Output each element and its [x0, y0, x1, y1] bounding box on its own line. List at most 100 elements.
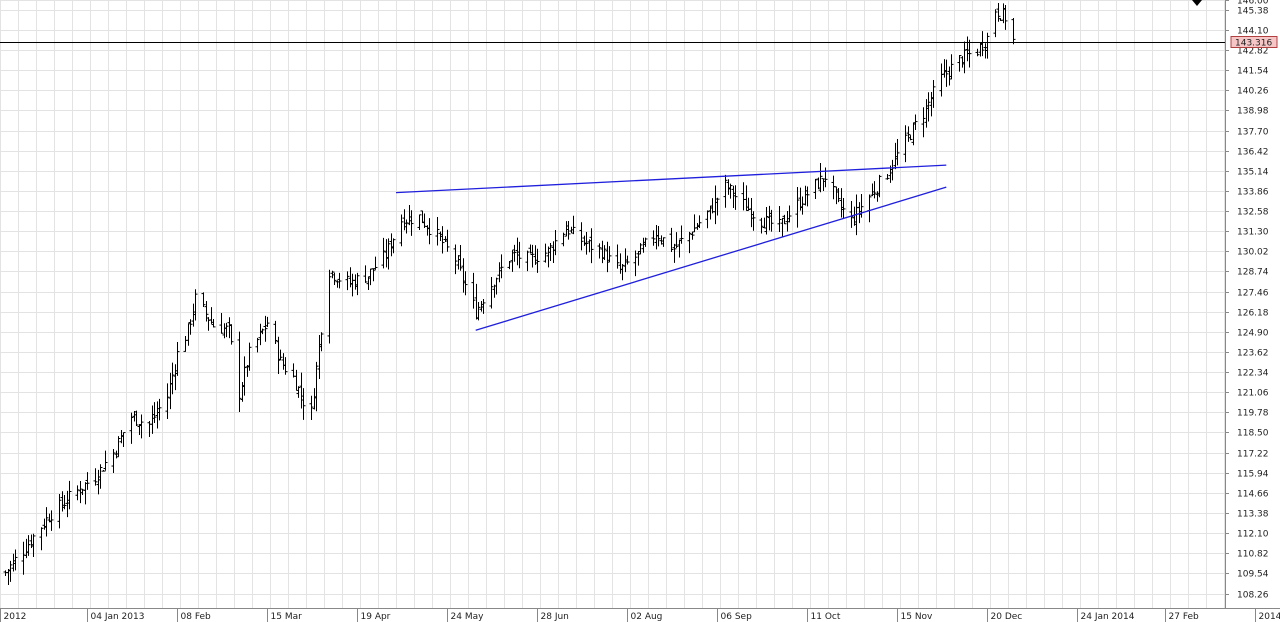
ohlc-bar [8, 560, 13, 582]
y-tick-label: 118.50 [1237, 429, 1269, 439]
ohlc-bar [687, 231, 692, 254]
ohlc-bar [276, 336, 281, 375]
ohlc-bar [643, 237, 648, 247]
x-tick-label: 19 Apr [361, 612, 391, 622]
ohlc-bar [553, 229, 558, 256]
ohlc-bar [535, 248, 540, 273]
y-tick-label: 141.54 [1237, 67, 1269, 77]
ohlc-bar [273, 320, 278, 344]
ohlc-bar [13, 549, 18, 571]
ohlc-bar [494, 277, 499, 295]
ohlc-bar [859, 194, 864, 218]
ohlc-bar [371, 268, 376, 282]
x-tick-label: 24 Jan 2014 [1081, 612, 1135, 622]
y-tick-label: 135.14 [1237, 168, 1269, 178]
ohlc-bar [26, 535, 31, 556]
scroll-marker-icon[interactable] [1192, 0, 1202, 6]
ohlc-bar [399, 214, 404, 247]
ohlc-bar [751, 211, 756, 231]
ohlc-bar [476, 301, 481, 321]
ohlc-bar [165, 383, 170, 420]
ohlc-bar [170, 362, 175, 395]
ohlc-bar [795, 187, 800, 228]
ohlc-bar [93, 468, 98, 486]
ohlc-bar [962, 41, 967, 74]
ohlc-bar [715, 197, 720, 216]
ohlc-bar [255, 337, 260, 353]
trendline-lower [475, 186, 947, 331]
y-tick-label: 126.18 [1237, 309, 1269, 319]
x-tick-label: 02 Aug [631, 612, 663, 622]
ohlc-bar [777, 206, 782, 233]
ohlc-bar [193, 289, 198, 321]
ohlc-bar [841, 197, 846, 219]
ohlc-bar [98, 464, 103, 489]
ohlc-bar [31, 533, 36, 557]
ohlc-bar [638, 243, 643, 255]
y-tick-label: 137.70 [1237, 128, 1269, 138]
ohlc-bar [458, 245, 463, 271]
ohlc-bar [152, 402, 157, 424]
ohlc-bar [404, 219, 409, 234]
x-tick-label: 15 Nov [901, 612, 934, 622]
ohlc-bar [921, 107, 926, 138]
ohlc-bar [949, 54, 954, 80]
ohlc-bar [57, 494, 62, 529]
y-tick-label: 123.62 [1237, 349, 1269, 359]
ohlc-bar [337, 272, 342, 289]
ohlc-bar [813, 178, 818, 200]
ohlc-bar [931, 80, 936, 108]
ohlc-bar [260, 328, 265, 335]
y-tick-label: 145.38 [1237, 7, 1269, 17]
ohlc-bar [908, 135, 913, 141]
ohlc-bar [237, 331, 242, 413]
ohlc-bar [566, 220, 571, 240]
ohlc-bar [381, 237, 386, 269]
ohlc-bar [499, 254, 504, 279]
ohlc-bar [926, 92, 931, 122]
ohlc-bar [877, 174, 882, 198]
ohlc-bar [363, 265, 368, 283]
ohlc-bar [327, 269, 332, 344]
ohlc-bar [188, 319, 193, 335]
x-tick-label: 28 Jun [541, 612, 569, 622]
ohlc-bar [242, 356, 247, 396]
y-tick-label: 108.26 [1237, 591, 1269, 601]
ohlc-bar [651, 230, 656, 246]
ohlc-bar [818, 163, 823, 193]
ohlc-bar [517, 241, 522, 269]
ohlc-bar [967, 39, 972, 68]
ohlc-bars [3, 2, 1016, 585]
y-tick-label: 115.94 [1237, 470, 1269, 480]
y-tick-label: 132.58 [1237, 208, 1269, 218]
ohlc-bar [697, 215, 702, 228]
ohlc-bar [229, 324, 234, 345]
ohlc-bar [512, 244, 517, 262]
ohlc-bar [669, 227, 674, 252]
ohlc-bar [134, 410, 139, 426]
ohlc-bar [283, 357, 288, 375]
ohlc-bar [679, 225, 684, 244]
y-tick-label: 119.78 [1237, 409, 1269, 419]
ohlc-bar [543, 243, 548, 263]
y-tick-label: 130.02 [1237, 248, 1269, 258]
ohlc-bar [116, 436, 121, 458]
ohlc-bar [872, 181, 877, 199]
ohlc-bar [224, 322, 229, 338]
ohlc-bar [129, 412, 134, 444]
ohlc-bar [121, 432, 126, 448]
y-tick-label: 131.30 [1237, 228, 1269, 238]
x-tick-label: 06 Sep [721, 612, 753, 622]
ohlc-bar [435, 217, 440, 246]
ohlc-bar [247, 342, 252, 371]
ohlc-bar [139, 414, 144, 439]
y-tick-label: 146.00 [1237, 0, 1269, 7]
ohlc-bar [111, 449, 116, 473]
y-tick-label: 140.26 [1237, 87, 1269, 97]
ohlc-bar [489, 276, 494, 309]
ohlc-bar [885, 173, 890, 180]
ohlc-bar [201, 292, 206, 307]
ohlc-bar [39, 527, 44, 551]
ohlc-bar [787, 205, 792, 223]
ohlc-bar [319, 332, 324, 352]
